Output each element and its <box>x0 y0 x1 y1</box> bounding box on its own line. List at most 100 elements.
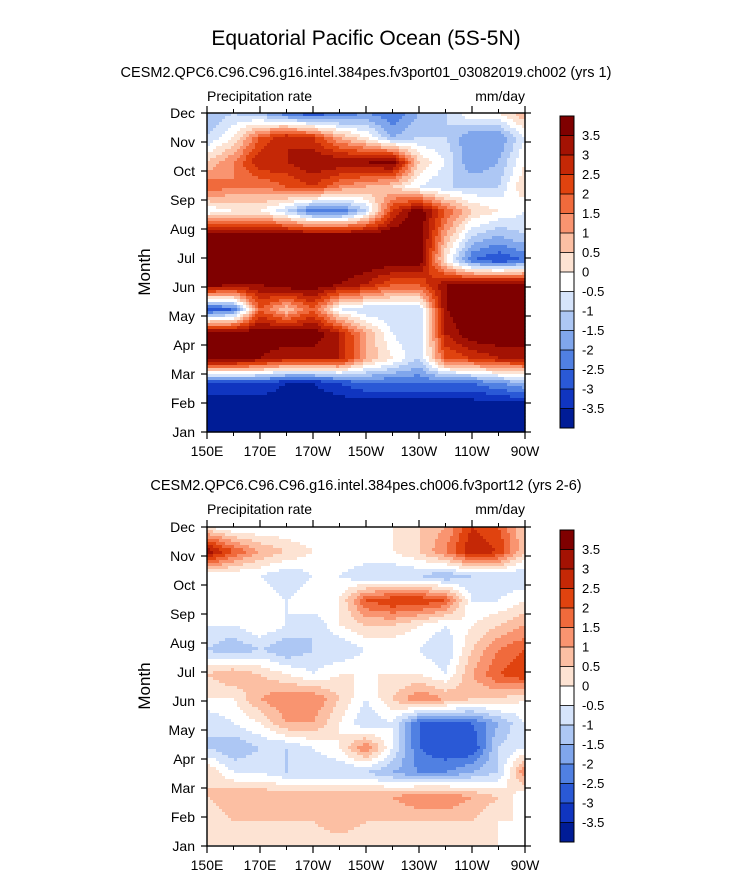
heatmap-cell <box>366 335 376 339</box>
heatmap-cell <box>462 344 496 348</box>
heatmap-cell <box>450 248 457 252</box>
heatmap-cell <box>366 350 379 354</box>
heatmap-cell <box>438 263 442 267</box>
heatmap-cell <box>435 260 442 264</box>
heatmap-cell <box>432 251 439 255</box>
heatmap-cell <box>408 149 418 153</box>
heatmap-cell <box>507 734 526 738</box>
heatmap-cell <box>522 170 526 174</box>
heatmap-cell <box>240 137 247 141</box>
heatmap-cell <box>207 599 286 603</box>
heatmap-cell <box>429 272 445 276</box>
heatmap-cell <box>207 299 238 303</box>
heatmap-cell <box>225 542 241 546</box>
heatmap-cell <box>498 761 508 765</box>
heatmap-cell <box>483 809 514 813</box>
heatmap-cell <box>498 830 526 834</box>
heatmap-cell <box>282 317 292 321</box>
heatmap-cell <box>357 644 424 648</box>
heatmap-cell <box>423 323 427 327</box>
heatmap-cell <box>258 551 283 555</box>
heatmap-cell <box>240 542 262 546</box>
heatmap-cell <box>207 530 214 534</box>
heatmap-cell <box>207 824 319 828</box>
heatmap-cell <box>441 263 448 267</box>
heatmap-cell <box>516 137 526 141</box>
heatmap-cell <box>507 164 517 168</box>
heatmap-cell <box>333 632 358 636</box>
heatmap-cell <box>444 242 448 246</box>
heatmap-cell <box>423 155 442 159</box>
heatmap-cell <box>480 215 517 219</box>
heatmap-cell <box>321 320 328 324</box>
heatmap-cell <box>363 743 370 747</box>
heatmap-cell <box>468 248 481 252</box>
heatmap-cell <box>522 146 526 150</box>
heatmap-cell <box>513 629 526 633</box>
heatmap-cell <box>423 221 430 225</box>
heatmap-cell <box>315 305 322 309</box>
heatmap-cell <box>393 527 421 531</box>
heatmap-cell <box>405 632 436 636</box>
heatmap-cell <box>516 758 526 762</box>
heatmap-cell <box>222 752 253 756</box>
heatmap-cell <box>453 260 460 264</box>
heatmap-cell <box>222 284 265 288</box>
heatmap-cell <box>222 545 235 549</box>
heatmap-cell <box>207 197 289 201</box>
heatmap-cell <box>429 230 433 234</box>
heatmap-cell <box>447 113 463 117</box>
heatmap-cell <box>501 533 511 537</box>
heatmap-cell <box>435 686 457 690</box>
heatmap-cell <box>207 773 223 777</box>
heatmap-cell <box>276 221 298 225</box>
heatmap-cell <box>513 815 526 819</box>
heatmap-cell <box>249 320 256 324</box>
heatmap-cell <box>354 827 499 831</box>
heatmap-cell <box>435 218 442 222</box>
colorbar-label: -3.5 <box>582 401 604 416</box>
heatmap-cell <box>378 743 385 747</box>
heatmap-cell <box>396 623 424 627</box>
heatmap-cell <box>522 365 526 369</box>
heatmap-cell <box>435 242 439 246</box>
heatmap-cell <box>255 308 259 312</box>
heatmap-cell <box>207 134 223 138</box>
heatmap-cell <box>465 596 472 600</box>
heatmap-cell <box>489 629 514 633</box>
heatmap-cell <box>237 311 241 315</box>
heatmap-cell <box>246 692 271 696</box>
heatmap-cell <box>477 719 493 723</box>
heatmap-cell <box>480 656 496 660</box>
heatmap-cell <box>513 752 526 756</box>
heatmap-cell <box>378 287 427 291</box>
heatmap-cell <box>477 758 490 762</box>
heatmap-cell <box>396 635 433 639</box>
heatmap-cell <box>363 605 391 609</box>
heatmap-cell <box>207 194 226 198</box>
heatmap-cell <box>207 167 214 171</box>
colorbar-swatch <box>560 330 574 351</box>
heatmap-cell <box>231 818 475 822</box>
heatmap-cell <box>477 662 493 666</box>
heatmap-cell <box>246 296 253 300</box>
heatmap-cell <box>405 164 409 168</box>
heatmap-cell <box>354 686 379 690</box>
heatmap-cell <box>243 308 247 312</box>
heatmap-cell <box>480 533 502 537</box>
heatmap-cell <box>276 389 325 393</box>
heatmap-cell <box>507 527 517 531</box>
heatmap-cell <box>480 767 499 771</box>
heatmap-cell <box>207 635 259 639</box>
heatmap-cell <box>255 305 259 309</box>
heatmap-cell <box>456 341 478 345</box>
heatmap-cell <box>516 113 526 117</box>
heatmap-cell <box>420 359 427 363</box>
heatmap-cell <box>390 296 421 300</box>
heatmap-cell <box>378 602 430 606</box>
heatmap-cell <box>336 287 361 291</box>
panel-1-axes: JanFebMarAprMayJunJulAugSepOctNovDec150E… <box>169 105 541 459</box>
heatmap-cell <box>303 224 349 228</box>
heatmap-cell <box>207 572 268 576</box>
heatmap-cell <box>441 236 445 240</box>
